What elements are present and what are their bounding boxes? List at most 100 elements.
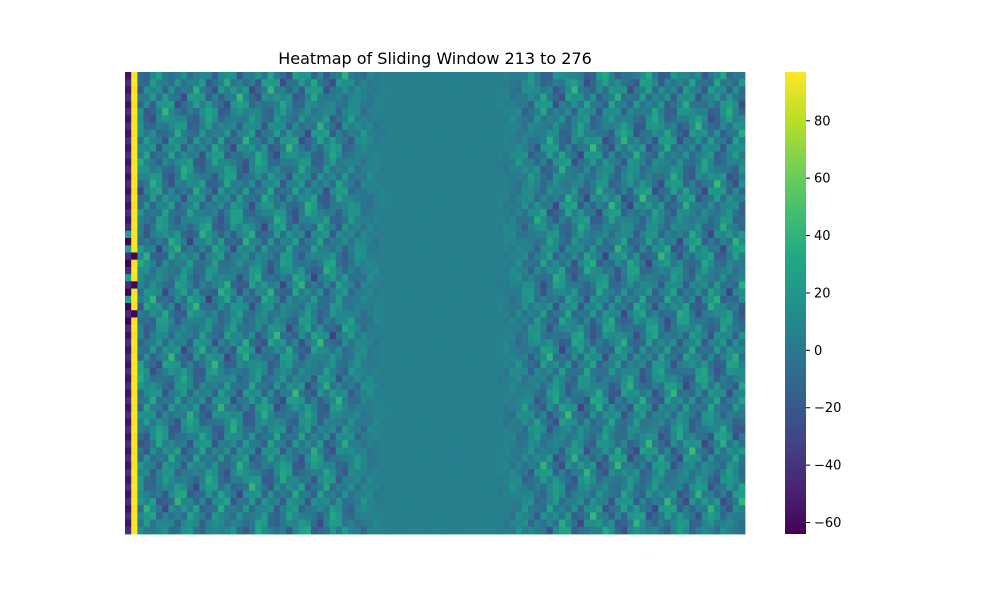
heatmap-cell [552,194,560,203]
heatmap-cell [205,209,213,217]
heatmap-cell [466,367,473,376]
heatmap-cell [627,252,634,261]
heatmap-cell [360,93,368,102]
heatmap-cell [125,324,132,333]
heatmap-cell [720,115,727,123]
heatmap-cell [416,187,423,196]
heatmap-cell [311,274,318,282]
heatmap-cell [472,79,479,87]
heatmap-cell [236,115,244,123]
heatmap-cell [428,86,436,95]
heatmap-cell [298,367,306,376]
heatmap-cell [596,317,603,326]
heatmap-cell [577,72,585,80]
heatmap-cell [298,223,306,232]
heatmap-cell [459,79,467,87]
heatmap-cell [571,100,578,109]
heatmap-cell [366,295,374,304]
heatmap-cell [707,173,715,181]
heatmap-cell [410,310,417,318]
heatmap-cell [335,209,343,217]
heatmap-cell [540,266,547,275]
heatmap-cell [329,201,337,210]
heatmap-cell [218,216,225,224]
heatmap-cell [199,209,206,217]
heatmap-cell [676,108,684,116]
heatmap-cell [205,216,213,224]
heatmap-cell [534,187,541,196]
heatmap-cell [738,209,746,217]
heatmap-cell [528,295,535,304]
heatmap-cell [298,425,306,434]
heatmap-cell [379,367,386,376]
heatmap-cell [323,216,330,224]
heatmap-cell [503,418,510,427]
heatmap-cell [633,115,640,123]
heatmap-cell [559,79,566,87]
heatmap-cell [397,245,405,253]
heatmap-cell [366,396,374,405]
heatmap-cell [385,158,392,167]
heatmap-cell [658,230,665,239]
heatmap-cell [590,295,597,304]
heatmap-cell [280,72,287,80]
heatmap-cell [131,266,138,275]
heatmap-cell [695,187,702,196]
heatmap-cell [174,367,182,376]
heatmap-cell [639,223,647,232]
heatmap-cell [528,72,535,80]
heatmap-cell [707,418,715,427]
heatmap-cell [373,86,380,95]
heatmap-cell [137,418,144,427]
heatmap-cell [366,310,374,318]
heatmap-cell [174,230,182,239]
heatmap-cell [422,108,430,116]
heatmap-cell [720,396,727,405]
heatmap-cell [515,317,523,326]
heatmap-cell [267,187,275,196]
heatmap-cell [453,252,461,261]
heatmap-cell [447,180,454,188]
heatmap-cell [590,331,597,340]
heatmap-cell [298,360,306,369]
heatmap-cell [738,382,746,391]
heatmap-cell [726,194,733,203]
heatmap-cell [242,158,250,167]
heatmap-cell [608,173,616,181]
heatmap-cell [509,266,516,275]
heatmap-cell [348,396,355,405]
heatmap-cell [714,295,721,304]
heatmap-cell [335,165,343,174]
heatmap-cell [360,173,368,181]
heatmap-cell [714,93,721,102]
heatmap-cell [373,360,380,369]
heatmap-cell [596,404,603,412]
heatmap-cell [478,129,485,138]
heatmap-cell [125,360,132,369]
heatmap-cell [701,324,709,333]
heatmap-cell [484,331,492,340]
heatmap-cell [602,389,609,398]
heatmap-cell [242,230,250,239]
heatmap-cell [726,396,733,405]
heatmap-cell [267,339,275,347]
heatmap-cell [255,129,262,138]
heatmap-cell [199,144,206,152]
heatmap-cell [149,209,157,217]
heatmap-cell [608,129,616,138]
heatmap-cell [187,310,194,318]
heatmap-cell [633,360,640,369]
heatmap-cell [267,129,275,138]
heatmap-cell [255,404,262,412]
heatmap-cell [261,317,268,326]
heatmap-cell [193,404,200,412]
heatmap-cell [410,238,417,246]
heatmap-cell [422,317,430,326]
heatmap-cell [583,223,591,232]
heatmap-cell [311,389,318,398]
heatmap-cell [162,187,169,196]
heatmap-cell [596,274,603,282]
heatmap-cell [342,259,349,268]
heatmap-cell [583,100,591,109]
heatmap-cell [149,201,157,210]
